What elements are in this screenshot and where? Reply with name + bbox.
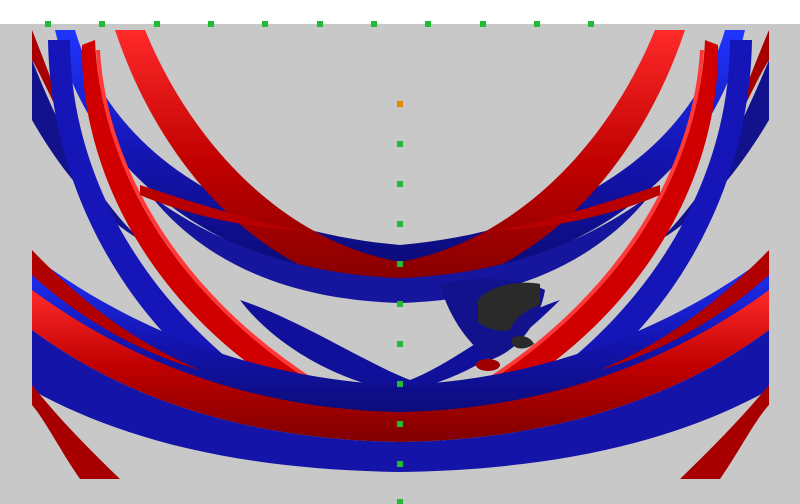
vertical-marker — [397, 181, 403, 187]
vertical-marker — [397, 261, 403, 267]
top-marker — [588, 21, 594, 27]
wavefield-image — [32, 30, 769, 479]
top-marker — [480, 21, 486, 27]
vertical-marker — [397, 421, 403, 427]
right-outer-red-fringe — [720, 30, 769, 150]
middle-blue-lens — [150, 195, 650, 303]
vertical-marker — [397, 221, 403, 227]
dark-anomaly — [478, 282, 540, 331]
left-steep-red-arm-highlight — [96, 49, 320, 386]
top-marker — [99, 21, 105, 27]
source-marker — [397, 101, 403, 107]
vertical-marker — [397, 381, 403, 387]
top-marker — [208, 21, 214, 27]
left-steep-red-arm — [81, 40, 330, 398]
right-steep-red-arm-highlight — [480, 49, 704, 386]
top-marker — [154, 21, 160, 27]
top-margin — [0, 0, 800, 24]
small-red-blob — [476, 359, 500, 371]
receiver-markers-top-row — [45, 21, 594, 27]
top-marker — [317, 21, 323, 27]
bottom-blue-band — [32, 330, 769, 472]
lower-red-wavefront — [32, 290, 769, 442]
dark-anomaly-small — [512, 336, 534, 349]
right-outer-blue-fringe — [660, 60, 769, 240]
bottom-left-red — [32, 385, 120, 479]
bottom-right-red — [680, 385, 769, 479]
vertical-marker — [397, 341, 403, 347]
upper-red-bowl — [115, 30, 685, 296]
vertical-marker — [397, 301, 403, 307]
top-marker — [45, 21, 51, 27]
vertical-marker — [397, 141, 403, 147]
top-marker — [262, 21, 268, 27]
top-marker — [425, 21, 431, 27]
vertical-marker — [397, 499, 403, 504]
top-marker — [534, 21, 540, 27]
right-steep-red-arm — [470, 40, 719, 398]
left-outer-blue-fringe — [32, 60, 140, 240]
top-marker — [371, 21, 377, 27]
vertical-marker — [397, 461, 403, 467]
receiver-markers-vertical-line — [397, 101, 403, 504]
